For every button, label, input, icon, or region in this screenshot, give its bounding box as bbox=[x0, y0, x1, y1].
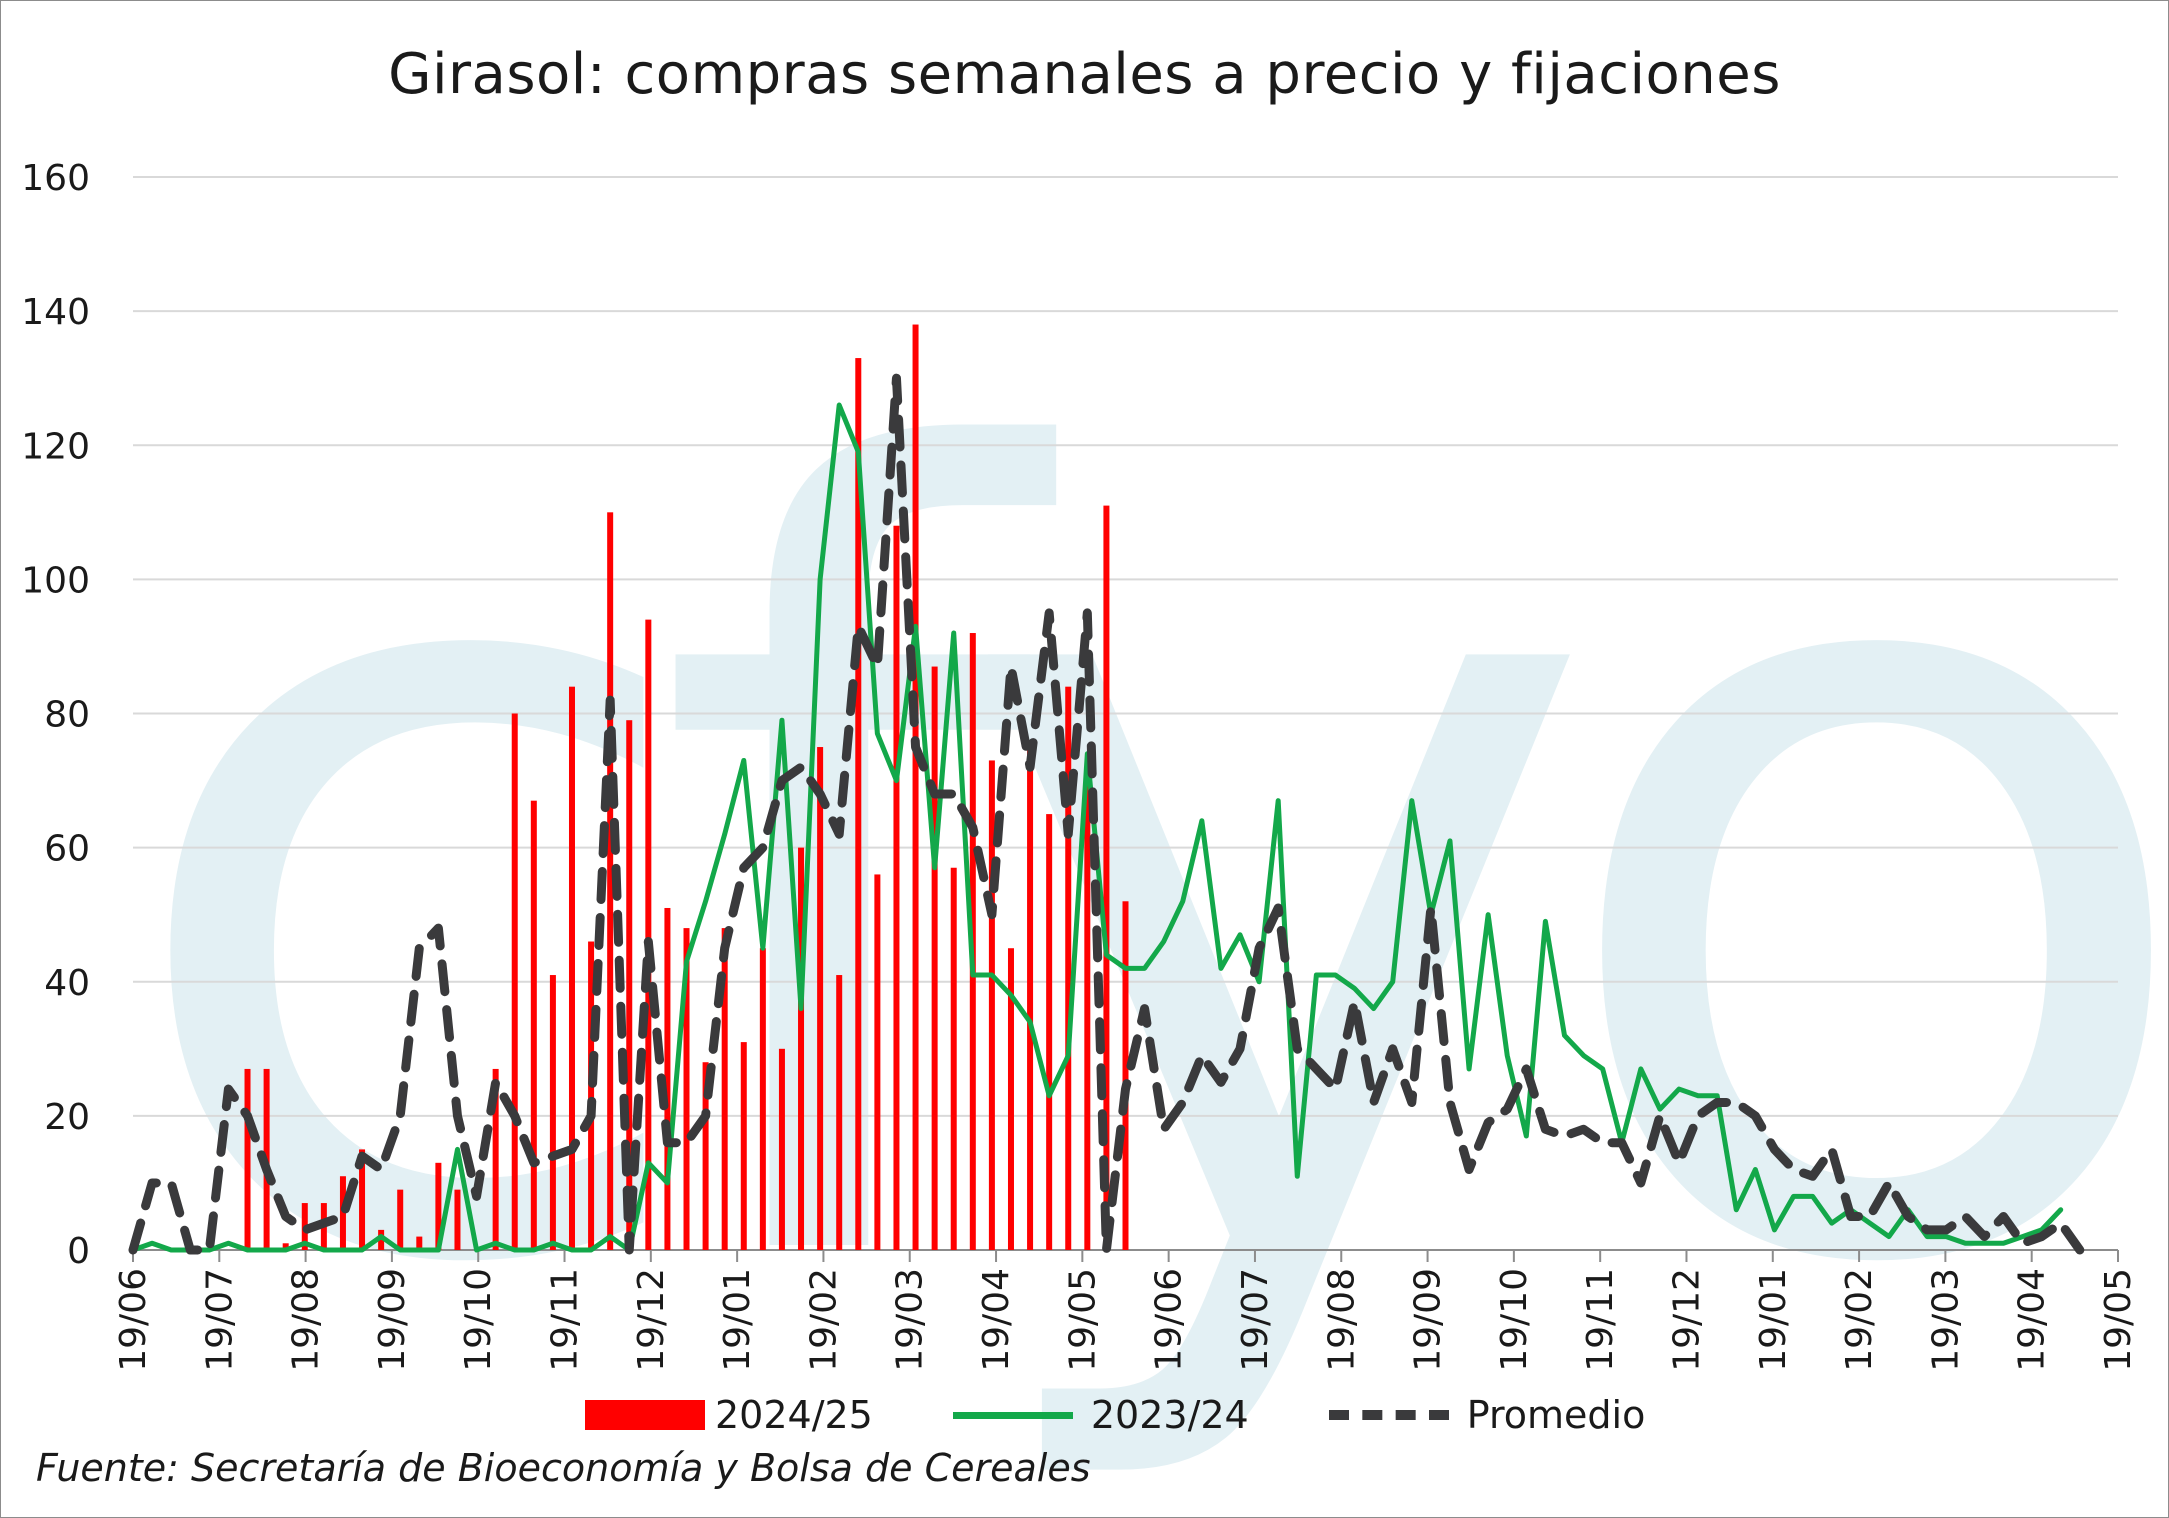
y-tick-label-0: 0 bbox=[67, 1231, 90, 1272]
chart-title: Girasol: compras semanales a precio y fi… bbox=[388, 42, 1781, 107]
bar-2024-25-22 bbox=[568, 686, 575, 1250]
bar-2024-25-46 bbox=[1027, 747, 1034, 1250]
series-line-promedio bbox=[128, 373, 2085, 1255]
bar-2024-25-45 bbox=[1007, 948, 1014, 1250]
bar-2024-25-31 bbox=[740, 1042, 747, 1250]
bar-2024-25-41 bbox=[931, 666, 938, 1250]
x-tick-label-2: 19/08 bbox=[286, 1268, 327, 1372]
bar-2024-25-21 bbox=[549, 975, 556, 1250]
y-tick-label-6: 120 bbox=[21, 426, 90, 467]
legend-label-green: 2023/24 bbox=[1090, 1393, 1249, 1437]
bar-2024-25-32 bbox=[759, 948, 766, 1250]
bar-2024-25-14 bbox=[416, 1236, 423, 1250]
x-tick-label-13: 19/07 bbox=[1235, 1268, 1276, 1372]
legend-label-bars: 2024/25 bbox=[715, 1393, 873, 1437]
legend-swatch-green bbox=[952, 1411, 1073, 1419]
bar-2024-25-27 bbox=[664, 907, 671, 1250]
bar-2024-25-47 bbox=[1046, 814, 1053, 1250]
bar-2024-25-39 bbox=[893, 525, 900, 1250]
x-tick-label-0: 19/06 bbox=[113, 1268, 154, 1372]
x-tick-label-21: 19/03 bbox=[1925, 1268, 1966, 1372]
bar-2024-25-5 bbox=[244, 1068, 251, 1250]
legend-item-dash: Promedio bbox=[1328, 1393, 1646, 1437]
y-tick-label-8: 160 bbox=[21, 158, 90, 199]
bar-2024-25-24 bbox=[607, 512, 614, 1250]
bar-2024-25-33 bbox=[778, 1048, 785, 1250]
bar-2024-25-26 bbox=[645, 619, 652, 1250]
y-tick-label-4: 80 bbox=[44, 695, 90, 736]
bar-2024-25-30 bbox=[721, 928, 728, 1250]
x-tick-label-9: 19/03 bbox=[890, 1268, 931, 1372]
bar-2024-25-20 bbox=[530, 800, 537, 1250]
legend-swatch-bars bbox=[585, 1400, 705, 1430]
watermark-logo: cfyo bbox=[110, 243, 2157, 1500]
legend-label-dash: Promedio bbox=[1466, 1393, 1646, 1437]
bar-2024-25-13 bbox=[397, 1189, 404, 1250]
bar-2024-25-51 bbox=[1122, 901, 1129, 1250]
x-tick-label-20: 19/02 bbox=[1839, 1268, 1880, 1372]
bar-2024-25-10 bbox=[339, 1176, 346, 1250]
x-tick-label-17: 19/11 bbox=[1580, 1268, 1621, 1372]
x-tick-label-4: 19/10 bbox=[458, 1268, 499, 1372]
x-tick-label-23: 19/05 bbox=[2098, 1268, 2139, 1372]
bar-2024-25-38 bbox=[874, 874, 881, 1250]
chart-legend: 2024/25 2023/24 Promedio bbox=[585, 1390, 1725, 1440]
bar-2024-25-49 bbox=[1084, 780, 1091, 1250]
bar-2024-25-25 bbox=[626, 720, 633, 1250]
x-tick-label-19: 19/01 bbox=[1753, 1268, 1794, 1372]
x-tick-label-22: 19/04 bbox=[2012, 1268, 2053, 1372]
x-tick-label-16: 19/10 bbox=[1494, 1268, 1535, 1372]
y-tick-label-2: 40 bbox=[44, 963, 90, 1004]
x-tick-label-11: 19/05 bbox=[1062, 1268, 1103, 1372]
x-tick-label-8: 19/02 bbox=[803, 1268, 844, 1372]
bar-2024-25-42 bbox=[950, 867, 957, 1250]
bar-2024-25-19 bbox=[511, 713, 518, 1250]
x-tick-label-14: 19/08 bbox=[1321, 1268, 1362, 1372]
bar-2024-25-35 bbox=[817, 747, 824, 1250]
y-tick-label-3: 60 bbox=[44, 829, 90, 870]
bar-2024-25-48 bbox=[1065, 686, 1072, 1250]
legend-item-bars: 2024/25 bbox=[585, 1393, 873, 1437]
x-tick-label-6: 19/12 bbox=[631, 1268, 672, 1372]
bar-2024-25-12 bbox=[378, 1229, 385, 1250]
bar-2024-25-50 bbox=[1103, 505, 1110, 1250]
bar-2024-25-29 bbox=[702, 1062, 709, 1250]
bar-2024-25-28 bbox=[683, 928, 690, 1250]
bar-2024-25-16 bbox=[454, 1189, 461, 1250]
bar-2024-25-11 bbox=[359, 1149, 366, 1250]
source-note: Fuente: Secretaría de Bioeconomía y Bols… bbox=[36, 1446, 1091, 1490]
bar-2024-25-18 bbox=[492, 1068, 499, 1250]
bar-2024-25-23 bbox=[588, 941, 595, 1250]
y-tick-label-7: 140 bbox=[21, 292, 90, 333]
y-tick-label-5: 100 bbox=[21, 560, 90, 601]
bar-2024-25-37 bbox=[855, 358, 862, 1251]
bar-2024-25-40 bbox=[912, 324, 919, 1251]
x-tick-label-12: 19/06 bbox=[1149, 1268, 1190, 1372]
bar-2024-25-44 bbox=[988, 760, 995, 1250]
x-tick-label-5: 19/11 bbox=[545, 1268, 586, 1372]
x-tick-label-1: 19/07 bbox=[199, 1268, 240, 1372]
bar-2024-25-34 bbox=[798, 847, 805, 1250]
y-tick-label-1: 20 bbox=[44, 1097, 90, 1138]
bar-2024-25-7 bbox=[282, 1243, 289, 1250]
legend-swatch-dash bbox=[1328, 1410, 1449, 1420]
bar-2024-25-15 bbox=[435, 1162, 442, 1250]
bar-2024-25-36 bbox=[836, 975, 843, 1250]
x-tick-label-7: 19/01 bbox=[717, 1268, 758, 1372]
x-tick-label-3: 19/09 bbox=[372, 1268, 413, 1372]
legend-item-green: 2023/24 bbox=[952, 1393, 1249, 1437]
x-tick-label-10: 19/04 bbox=[976, 1268, 1017, 1372]
x-tick-label-18: 19/12 bbox=[1666, 1268, 1707, 1372]
x-tick-label-15: 19/09 bbox=[1408, 1268, 1449, 1372]
